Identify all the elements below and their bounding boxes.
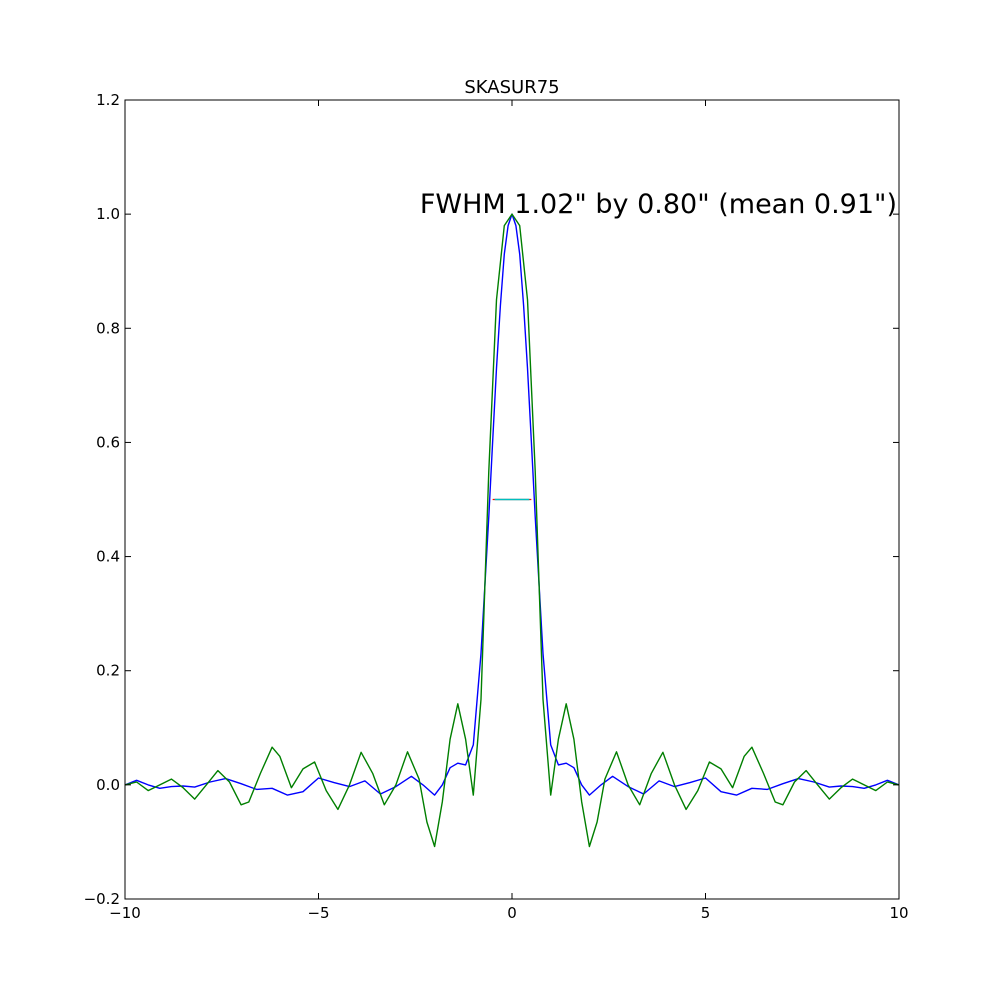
- series-line-1: [124, 213, 900, 796]
- y-tick-label: 0.2: [96, 662, 120, 680]
- x-tick-label: 0: [507, 904, 517, 922]
- axis-ticks: −10 −5 0 5 10 −0.2 0.0 0.2 0.4 0.6 0.8 1.0 1.2: [84, 91, 909, 922]
- y-tick-label: 0.0: [96, 776, 120, 794]
- x-tick-label: 10: [889, 904, 908, 922]
- fwhm-annotation: FWHM 1.02" by 0.80" (mean 0.91"): [420, 189, 897, 220]
- series-line-2: [124, 213, 900, 848]
- y-tick-label: 1.2: [96, 91, 120, 109]
- x-tick-label: −5: [307, 904, 329, 922]
- plot-area: [124, 213, 900, 848]
- y-tick-label: 0.8: [96, 319, 120, 337]
- chart-title: SKASUR75: [464, 77, 559, 98]
- y-tick-label: −0.2: [84, 890, 120, 908]
- y-tick-label: 1.0: [96, 205, 120, 223]
- x-tick-label: −10: [109, 904, 141, 922]
- y-tick-label: 0.4: [96, 548, 120, 566]
- x-tick-label: 5: [701, 904, 711, 922]
- y-tick-label: 0.6: [96, 433, 120, 451]
